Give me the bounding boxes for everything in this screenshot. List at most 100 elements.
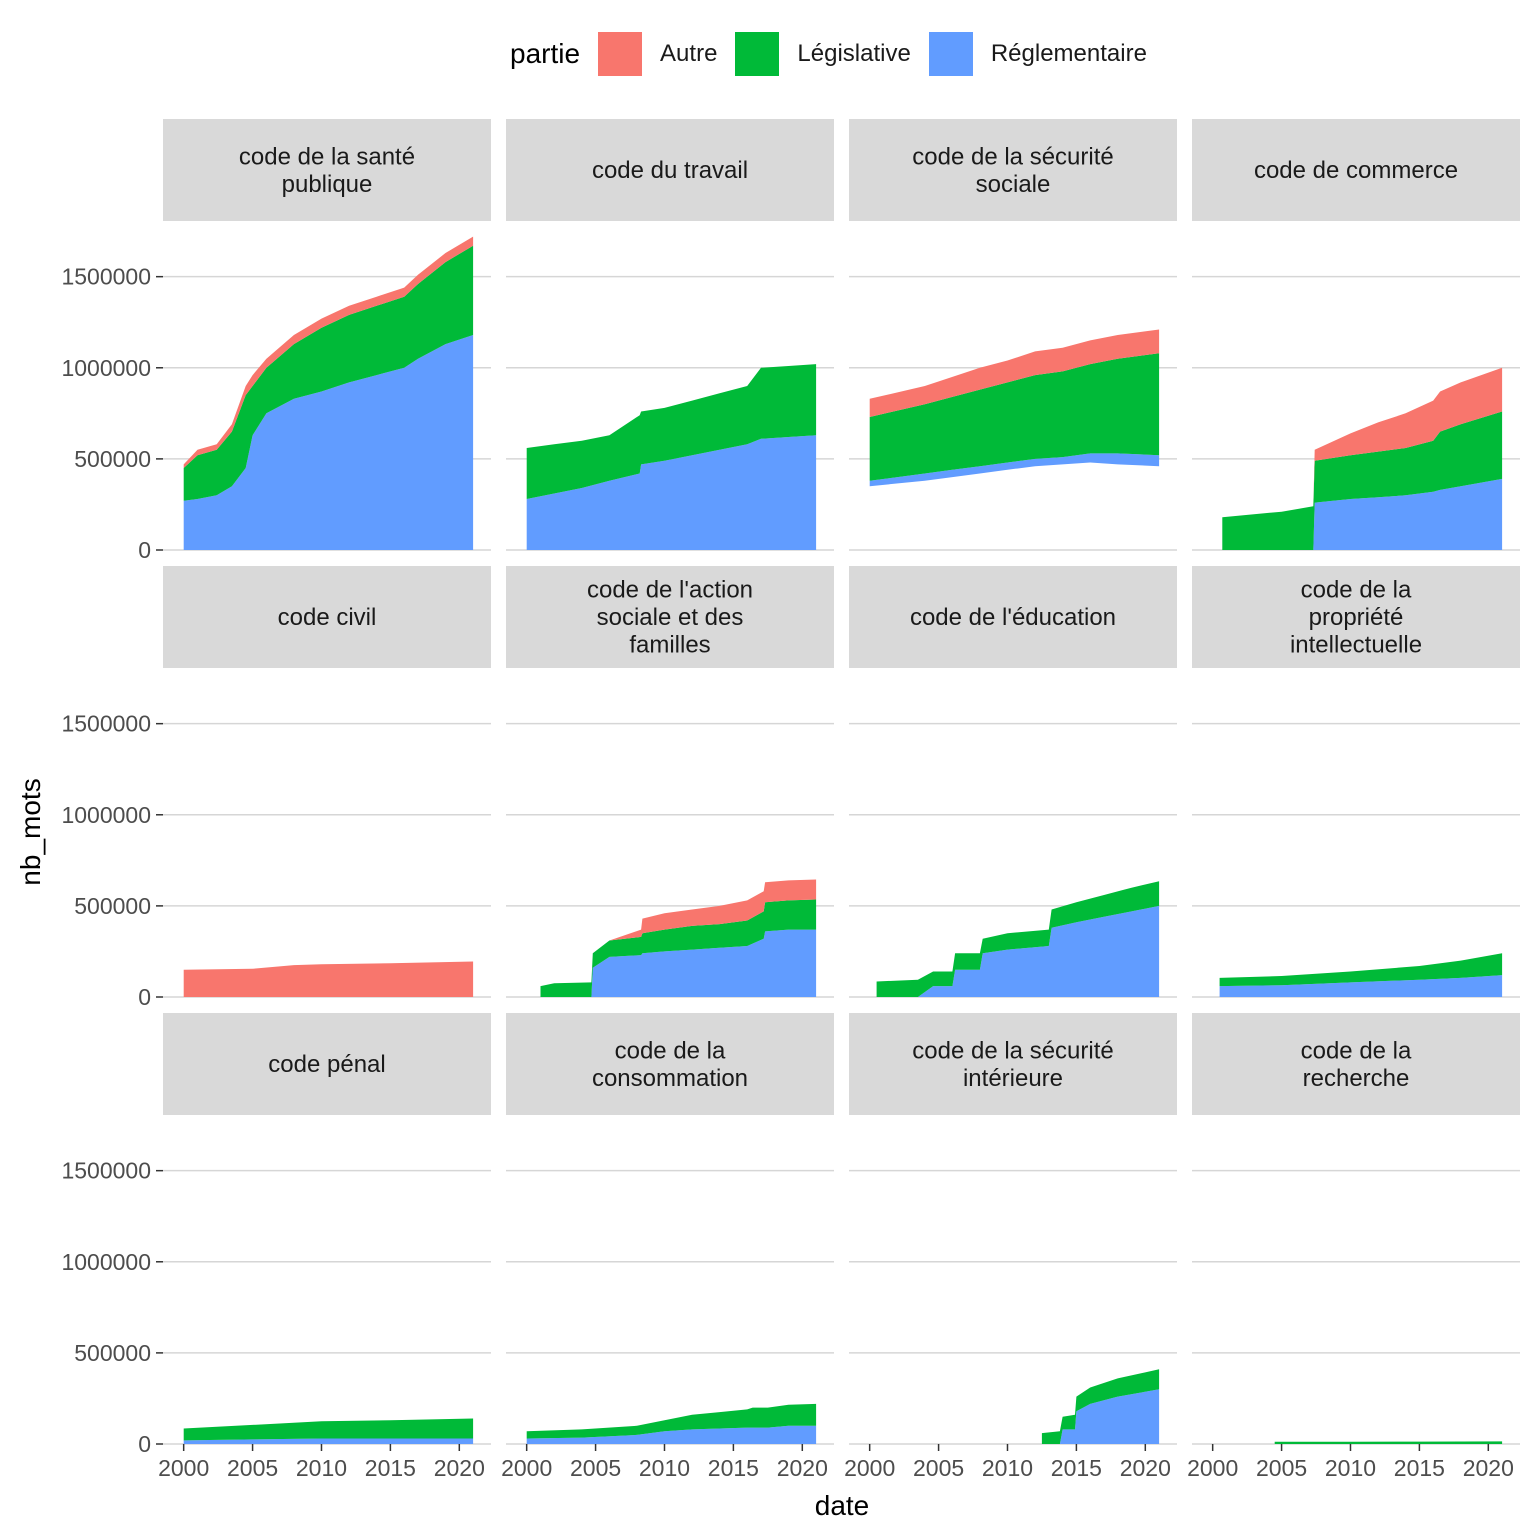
series-area-legislative	[869, 353, 1160, 481]
facet-strip	[1192, 119, 1520, 221]
y-tick-label: 1500000	[61, 264, 151, 290]
facet-panel: code de la sécurité sociale	[849, 119, 1177, 551]
series-area-reglementaire	[540, 929, 817, 997]
facet-strip-label-line: code de la	[1301, 1037, 1412, 1064]
x-tick-label: 2000	[844, 1455, 895, 1481]
facet-strip-label-line: familles	[629, 632, 710, 659]
facet-strip	[849, 1013, 1177, 1115]
facet-strip-label: code de la sécurité sociale	[912, 143, 1113, 198]
series-area-legislative	[183, 245, 474, 501]
x-tick-label: 2020	[1463, 1455, 1514, 1481]
facet-strip	[1192, 1013, 1520, 1115]
series-area-autre	[183, 236, 474, 468]
y-tick-label: 1000000	[61, 802, 151, 828]
series-area-reglementaire	[526, 1425, 817, 1444]
series-area-legislative	[183, 1418, 474, 1441]
facet-strip	[506, 119, 834, 221]
facet-strip-label-line: code civil	[278, 604, 377, 631]
facet-strip-label-line: code de la	[615, 1037, 726, 1064]
series-area-legislative	[1274, 1441, 1503, 1444]
x-tick-label: 2020	[434, 1455, 485, 1481]
legend-label-legislative: Législative	[797, 40, 911, 67]
facet-strip-label-line: code de l'action	[587, 577, 753, 604]
series-area-reglementaire	[1219, 975, 1503, 997]
series-area-legislative	[526, 364, 817, 499]
y-tick-label: 0	[138, 537, 151, 563]
facet-panel: code de la sécurité intérieure 2000 2005 201…	[844, 1013, 1177, 1481]
facet-panel: code du travail	[506, 119, 834, 551]
facet-strip-label: code pénal	[268, 1051, 385, 1078]
facet-strip	[1192, 566, 1520, 668]
facet-strip-label: code de l'éducation	[910, 604, 1116, 631]
series-area-autre	[540, 879, 817, 987]
legend-label-reglementaire: Réglementaire	[990, 40, 1147, 67]
x-tick-label: 2005	[913, 1455, 964, 1481]
facet-strip-label-line: code pénal	[268, 1051, 385, 1078]
facet-strip-label: code de la consommation	[592, 1037, 748, 1092]
facet-panel: code pénal 0 500000 1000000 1500000 2000 2005 2…	[61, 1013, 491, 1481]
series-area-legislative	[526, 1403, 817, 1439]
legend-swatch-reglementaire	[928, 32, 973, 76]
facet-strip-label: code du travail	[592, 157, 748, 184]
facet-strip-label-line: intérieure	[963, 1065, 1063, 1092]
series-area-reglementaire	[526, 435, 817, 550]
facet-strip-label-line: code de la sécurité	[912, 143, 1113, 170]
series-area-legislative	[1219, 953, 1503, 987]
facet-strip	[163, 1013, 491, 1115]
series-area-reglementaire	[183, 1438, 474, 1444]
x-tick-label: 2015	[1394, 1455, 1445, 1481]
x-tick-label: 2010	[639, 1455, 690, 1481]
facet-panel: code de la recherche 2000 2005 2010 2015 2020	[1187, 1013, 1520, 1481]
x-tick-label: 2020	[1120, 1455, 1171, 1481]
legend-item-reglementaire: Réglementaire	[928, 32, 1147, 76]
x-tick-label: 2010	[296, 1455, 347, 1481]
facet-strip-label-line: code de la santé	[239, 143, 415, 170]
x-tick-label: 2015	[1051, 1455, 1102, 1481]
facet-strip-label: code de la sécurité intérieure	[912, 1037, 1113, 1092]
facet-strip-label-line: consommation	[592, 1065, 748, 1092]
x-tick-label: 2010	[1325, 1455, 1376, 1481]
y-tick-label: 0	[138, 984, 151, 1010]
facet-strip-label-line: intellectuelle	[1290, 632, 1422, 659]
facet-strip	[506, 1013, 834, 1115]
series-area-autre	[183, 961, 474, 997]
x-axis-title: date	[815, 1490, 870, 1521]
facet-strip-label-line: publique	[282, 171, 373, 198]
legend-title: partie	[510, 38, 581, 69]
legend-swatch-legislative	[735, 32, 780, 76]
series-area-reglementaire	[876, 905, 1160, 997]
y-tick-label: 0	[138, 1431, 151, 1457]
series-area-autre	[1222, 367, 1503, 518]
y-tick-label: 1000000	[61, 1249, 151, 1275]
facet-strip	[849, 566, 1177, 668]
series-area-legislative	[876, 881, 1160, 997]
facets-layer: code de la santé publique 0 500000 1000000 15…	[61, 119, 1520, 1481]
facet-panel: code de commerce	[1192, 119, 1520, 551]
series-area-reglementaire	[1222, 478, 1503, 550]
facet-strip	[163, 566, 491, 668]
facet-strip	[163, 119, 491, 221]
facet-strip-label: code de commerce	[1254, 157, 1458, 184]
facet-strip-label: code civil	[278, 604, 377, 631]
x-tick-label: 2000	[1187, 1455, 1238, 1481]
legend-swatch-autre	[598, 32, 643, 76]
facet-panel: code de l'éducation	[849, 566, 1177, 998]
series-area-autre	[869, 329, 1160, 417]
legend-item-autre: Autre	[598, 32, 717, 76]
x-tick-label: 2015	[365, 1455, 416, 1481]
x-tick-label: 2000	[501, 1455, 552, 1481]
series-area-legislative	[540, 899, 817, 997]
facet-panel: code de la consommation 2000 2005 2010 2015 20…	[501, 1013, 834, 1481]
series-area-legislative	[1222, 411, 1503, 550]
facet-strip	[849, 119, 1177, 221]
series-area-reglementaire	[1041, 1389, 1160, 1444]
y-tick-label: 1500000	[61, 711, 151, 737]
y-tick-label: 500000	[74, 446, 151, 472]
facet-strip-label-line: code de la sécurité	[912, 1037, 1113, 1064]
x-tick-label: 2010	[982, 1455, 1033, 1481]
facet-strip-label-line: sociale	[976, 171, 1051, 198]
x-tick-label: 2005	[570, 1455, 621, 1481]
series-area-legislative	[1041, 1369, 1160, 1444]
facet-strip-label: code de la recherche	[1301, 1037, 1412, 1092]
